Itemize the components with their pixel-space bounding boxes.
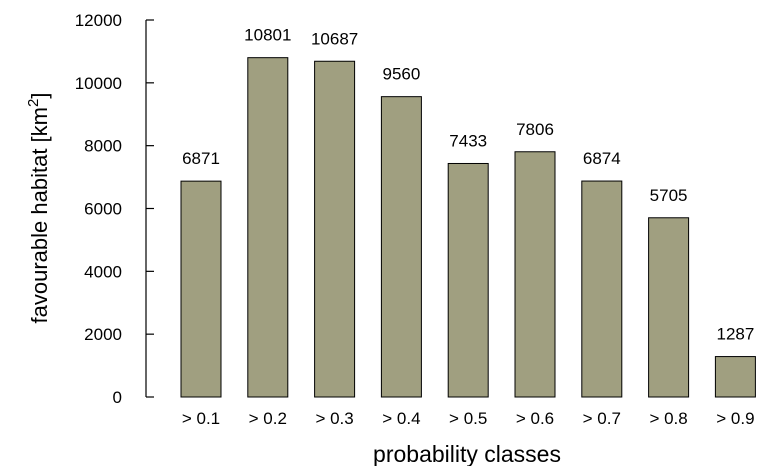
x-tick-label: > 0.3 (315, 409, 353, 428)
bar (247, 57, 289, 398)
data-label: 6874 (583, 149, 621, 168)
axes: 0 2000 4000 6000 8000 10000 12000 (75, 11, 154, 407)
y-tick-label: 0 (113, 388, 122, 407)
y-axis-title: favourable habitat [km2] (25, 93, 52, 324)
y-tick-label: 2000 (84, 325, 122, 344)
data-label: 5705 (650, 186, 688, 205)
bar (180, 180, 222, 398)
y-tick-label: 12000 (75, 11, 122, 30)
y-tick-label: 6000 (84, 200, 122, 219)
bar (380, 96, 422, 398)
y-axis-title-text: favourable habitat [km (27, 107, 52, 323)
x-axis-title: probability classes (373, 441, 561, 466)
bar (648, 217, 690, 398)
data-label: 1287 (716, 325, 754, 344)
y-ticks: 0 2000 4000 6000 8000 10000 12000 (75, 11, 154, 407)
x-tick-label: > 0.5 (449, 409, 487, 428)
bar (514, 151, 556, 398)
bar (714, 356, 756, 398)
x-tick-label: > 0.7 (583, 409, 621, 428)
y-axis-title-superscript: 2 (25, 99, 42, 107)
data-label: 7806 (516, 120, 554, 139)
data-labels: 6871 10801 10687 9560 7433 7806 6874 5705 1287 (182, 26, 754, 344)
bar (581, 180, 623, 398)
x-tick-label: > 0.4 (382, 409, 420, 428)
x-tick-label: > 0.9 (716, 409, 754, 428)
x-tick-label: > 0.1 (182, 409, 220, 428)
bar (314, 60, 356, 398)
data-label: 6871 (182, 149, 220, 168)
data-label: 10687 (311, 29, 358, 48)
x-tick-label: > 0.6 (516, 409, 554, 428)
y-axis-title-suffix: ] (27, 93, 52, 99)
y-tick-label: 4000 (84, 262, 122, 281)
y-tick-label: 10000 (75, 74, 122, 93)
bar (447, 162, 489, 398)
bars (180, 57, 756, 398)
y-tick-label: 8000 (84, 137, 122, 156)
data-label: 9560 (382, 65, 420, 84)
x-tick-label: > 0.2 (249, 409, 287, 428)
data-label: 10801 (244, 26, 291, 45)
x-tick-labels: > 0.1 > 0.2 > 0.3 > 0.4 > 0.5 > 0.6 > 0.7 > 0.8… (182, 409, 755, 428)
x-tick-label: > 0.8 (649, 409, 687, 428)
data-label: 7433 (449, 131, 487, 150)
